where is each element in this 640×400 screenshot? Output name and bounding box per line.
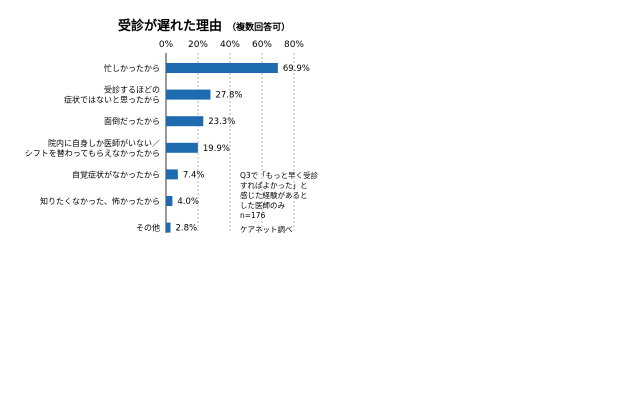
- category-label: 症状ではないと思ったから: [64, 95, 160, 105]
- note-line-5: n=176: [240, 211, 266, 220]
- chart-title-main: 受診が遅れた理由: [118, 18, 222, 34]
- bar: [166, 222, 171, 233]
- source-credit: ケアネット調べ: [240, 224, 293, 234]
- note-line-4: した医師のみ: [240, 200, 285, 210]
- value-labels: 69.9% 27.8% 23.3% 19.9% 7.4% 4.0% 2.8%: [175, 64, 309, 234]
- x-tick-label: 80%: [284, 40, 304, 50]
- gridlines: [197, 53, 295, 233]
- category-label: 院内に自身しか医師がいない／: [48, 138, 160, 148]
- bars: [166, 63, 278, 233]
- bar-value-label: 7.4%: [183, 170, 205, 180]
- category-label: その他: [136, 223, 160, 233]
- category-label: シフトを替わってもらえなかったから: [25, 148, 160, 158]
- note-line-3: 感じた経験があると: [240, 190, 308, 200]
- category-label: 忙しかったから: [104, 63, 160, 73]
- bar: [166, 116, 204, 127]
- note-line-1: Q3で「もっと早く受診: [240, 170, 319, 180]
- category-label: 受診するほどの: [104, 85, 160, 95]
- chart-title: 受診が遅れた理由 （複数回答可）: [118, 15, 290, 34]
- bar: [166, 63, 278, 73]
- bar-value-label: 69.9%: [283, 64, 310, 74]
- x-tick-label: 20%: [188, 40, 208, 50]
- category-label: 自覚症状がなかったから: [72, 169, 160, 179]
- bar-value-label: 2.8%: [175, 224, 197, 234]
- sample-note: Q3で「もっと早く受診 すればよかった」と 感じた経験があると した医師のみ n…: [240, 170, 319, 234]
- x-tick-label: 40%: [220, 40, 240, 50]
- x-tick-label: 60%: [252, 40, 272, 50]
- bar-value-label: 19.9%: [203, 144, 230, 154]
- bar: [166, 196, 173, 206]
- bar: [166, 142, 198, 153]
- bar-value-label: 23.3%: [208, 117, 235, 127]
- bar-value-label: 4.0%: [177, 197, 199, 207]
- bar: [166, 169, 178, 180]
- category-labels: 忙しかったから受診するほどの症状ではないと思ったから面倒だったから院内に自身しか…: [25, 63, 160, 233]
- x-axis-ticks: 0% 20% 40% 60% 80%: [159, 40, 305, 50]
- bar: [166, 89, 211, 100]
- note-line-2: すればよかった」と: [240, 181, 308, 190]
- category-label: 面倒だったから: [104, 116, 160, 126]
- category-label: 知りたくなかった、怖かったから: [40, 196, 160, 206]
- x-tick-label: 0%: [159, 40, 174, 50]
- chart-title-subtitle: （複数回答可）: [227, 21, 290, 33]
- bar-value-label: 27.8%: [215, 91, 242, 101]
